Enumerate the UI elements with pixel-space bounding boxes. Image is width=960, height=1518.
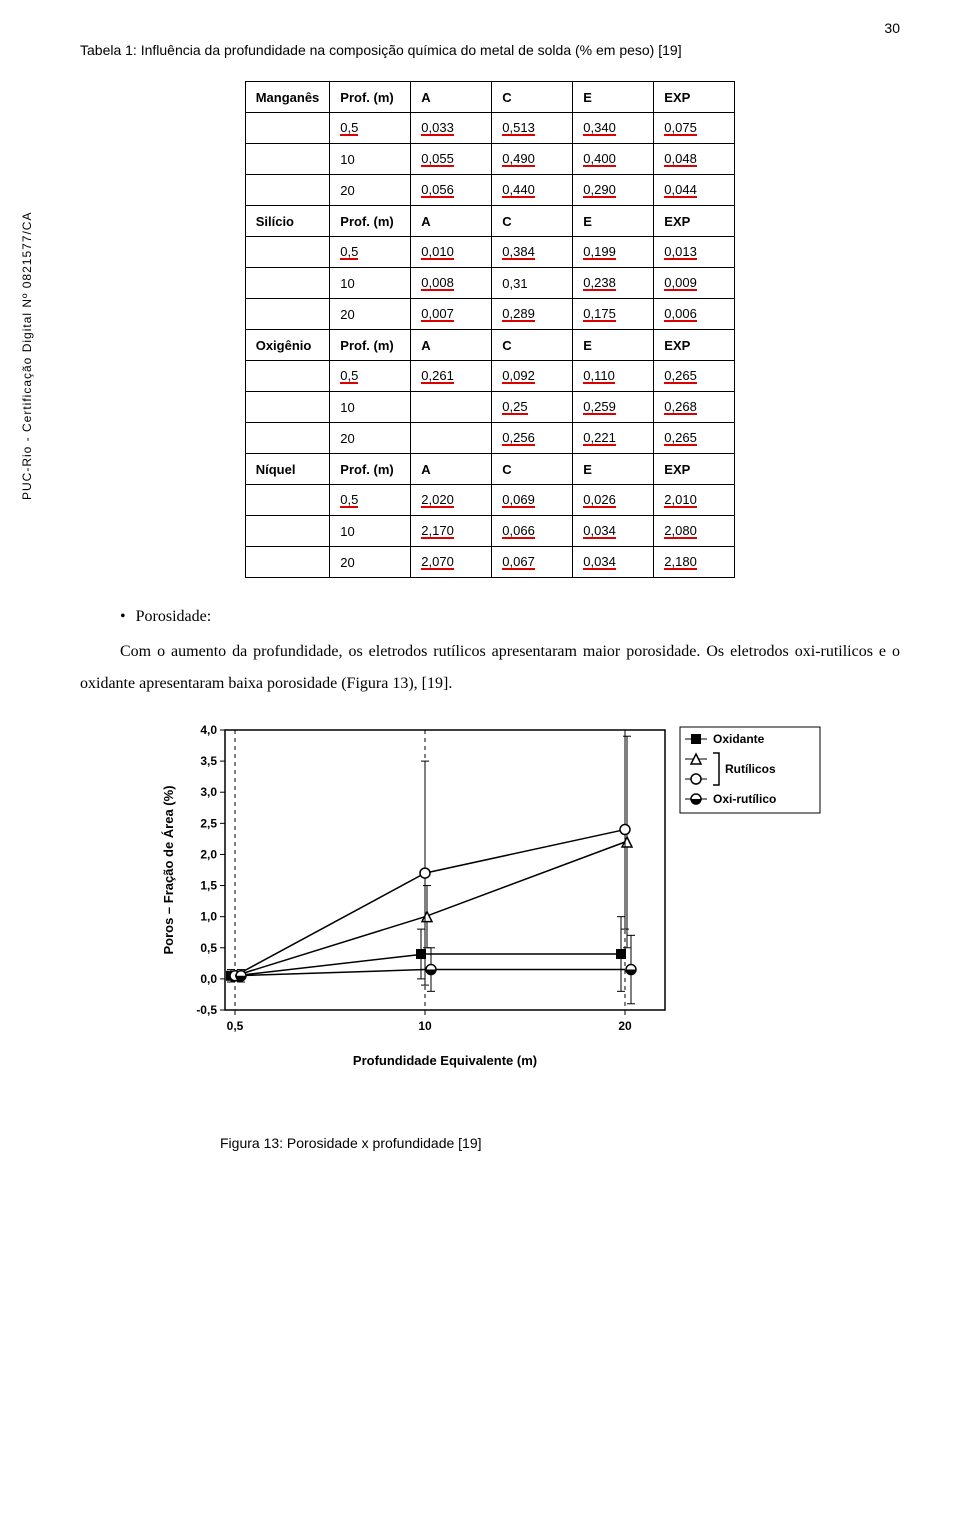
- porosity-chart: -0,5 0,0 0,5 1,0 1,5 2,0 2,5 3,0 3,5 4,0 0,5 10 20 Pr…: [155, 720, 825, 1120]
- vertical-certification-label: PUC-Rio - Certificação Digital Nº 082157…: [20, 212, 34, 500]
- svg-text:0,0: 0,0: [200, 972, 217, 986]
- svg-text:1,5: 1,5: [200, 879, 217, 893]
- bullet-label: Porosidade:: [136, 608, 212, 626]
- svg-text:1,0: 1,0: [200, 910, 217, 924]
- svg-text:2,0: 2,0: [200, 847, 217, 861]
- svg-text:3,5: 3,5: [200, 754, 217, 768]
- svg-text:2,5: 2,5: [200, 816, 217, 830]
- svg-text:4,0: 4,0: [200, 723, 217, 737]
- svg-text:Oxi-rutílico: Oxi-rutílico: [713, 792, 776, 806]
- svg-text:Oxidante: Oxidante: [713, 732, 765, 746]
- svg-text:0,5: 0,5: [227, 1019, 244, 1033]
- figure-caption: Figura 13: Porosidade x profundidade [19…: [220, 1135, 900, 1151]
- svg-text:-0,5: -0,5: [196, 1003, 217, 1017]
- composition-table: ManganêsProf. (m)ACEEXP0,50,0330,5130,34…: [245, 81, 736, 578]
- chart-container: -0,5 0,0 0,5 1,0 1,5 2,0 2,5 3,0 3,5 4,0 0,5 10 20 Pr…: [80, 720, 900, 1125]
- table-caption: Tabela 1: Influência da profundidade na …: [80, 40, 900, 61]
- svg-text:3,0: 3,0: [200, 785, 217, 799]
- svg-text:10: 10: [418, 1019, 432, 1033]
- svg-text:Rutílicos: Rutílicos: [725, 762, 776, 776]
- svg-text:20: 20: [618, 1019, 632, 1033]
- svg-text:Profundidade Equivalente (m): Profundidade Equivalente (m): [353, 1053, 537, 1068]
- svg-text:0,5: 0,5: [200, 941, 217, 955]
- bullet-porosidade: •Porosidade:: [120, 608, 900, 626]
- page-number: 30: [884, 20, 900, 36]
- svg-text:Poros – Fração de Área (%): Poros – Fração de Área (%): [161, 785, 176, 954]
- body-paragraph: Com o aumento da profundidade, os eletro…: [80, 636, 900, 700]
